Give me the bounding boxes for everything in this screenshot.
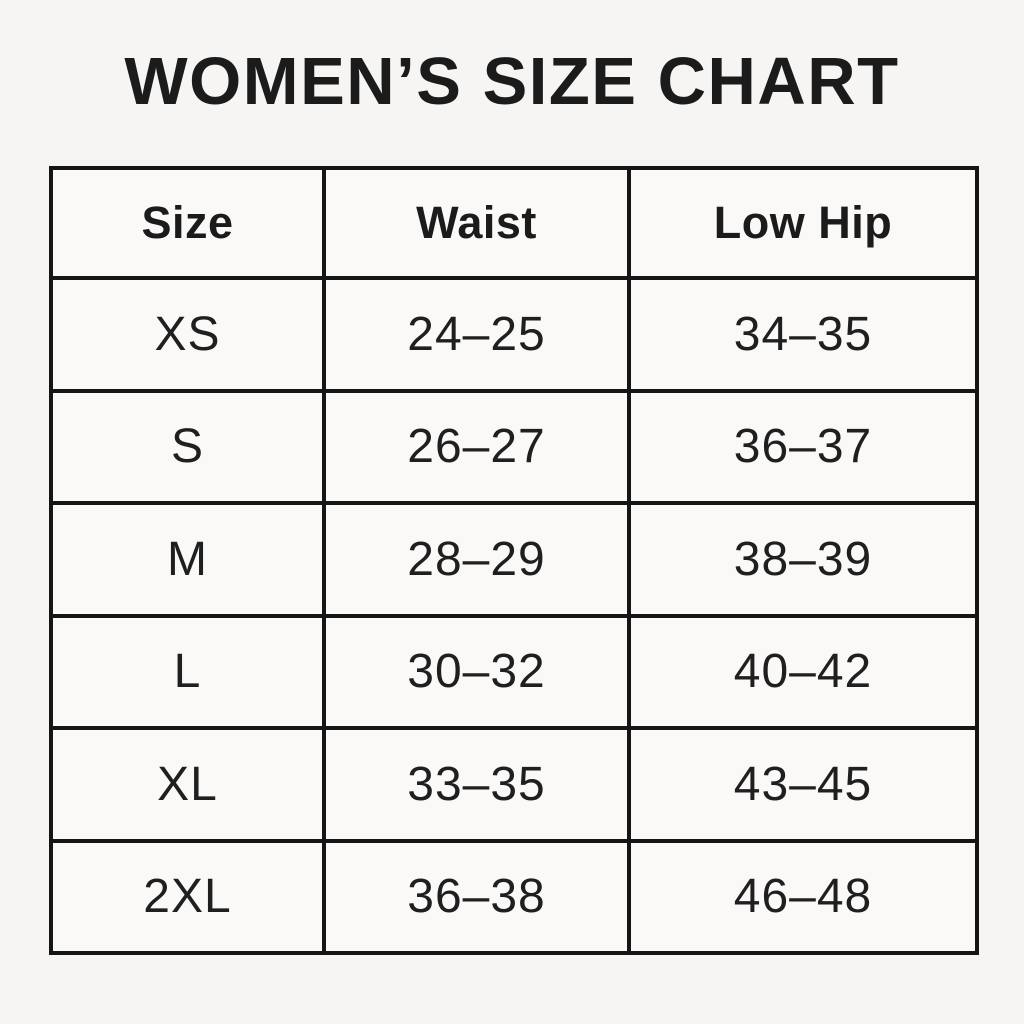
size-cell: S: [49, 388, 326, 505]
size-cell: L: [49, 613, 326, 730]
size-chart-table: Size Waist Low Hip XS 24–25 34–35 S 26–2…: [49, 166, 979, 955]
header-row: Size Waist Low Hip: [49, 166, 979, 280]
table-row: L 30–32 40–42: [49, 613, 979, 730]
size-cell: 2XL: [49, 838, 326, 955]
size-cell: M: [49, 501, 326, 618]
table-row: XL 33–35 43–45: [49, 726, 979, 843]
table-row: M 28–29 38–39: [49, 501, 979, 618]
waist-cell: 33–35: [322, 726, 631, 843]
table-row: S 26–27 36–37: [49, 388, 979, 505]
waist-cell: 26–27: [322, 388, 631, 505]
page-title: WOMEN’S SIZE CHART: [124, 44, 900, 119]
column-header-size: Size: [49, 166, 326, 280]
size-cell: XL: [49, 726, 326, 843]
low-hip-cell: 38–39: [627, 501, 979, 618]
low-hip-cell: 40–42: [627, 613, 979, 730]
waist-cell: 36–38: [322, 838, 631, 955]
low-hip-cell: 36–37: [627, 388, 979, 505]
column-header-low-hip: Low Hip: [627, 166, 979, 280]
low-hip-cell: 34–35: [627, 276, 979, 393]
low-hip-cell: 46–48: [627, 838, 979, 955]
table-row: XS 24–25 34–35: [49, 276, 979, 393]
low-hip-cell: 43–45: [627, 726, 979, 843]
waist-cell: 28–29: [322, 501, 631, 618]
size-cell: XS: [49, 276, 326, 393]
table-row: 2XL 36–38 46–48: [49, 838, 979, 955]
column-header-waist: Waist: [322, 166, 631, 280]
waist-cell: 24–25: [322, 276, 631, 393]
waist-cell: 30–32: [322, 613, 631, 730]
